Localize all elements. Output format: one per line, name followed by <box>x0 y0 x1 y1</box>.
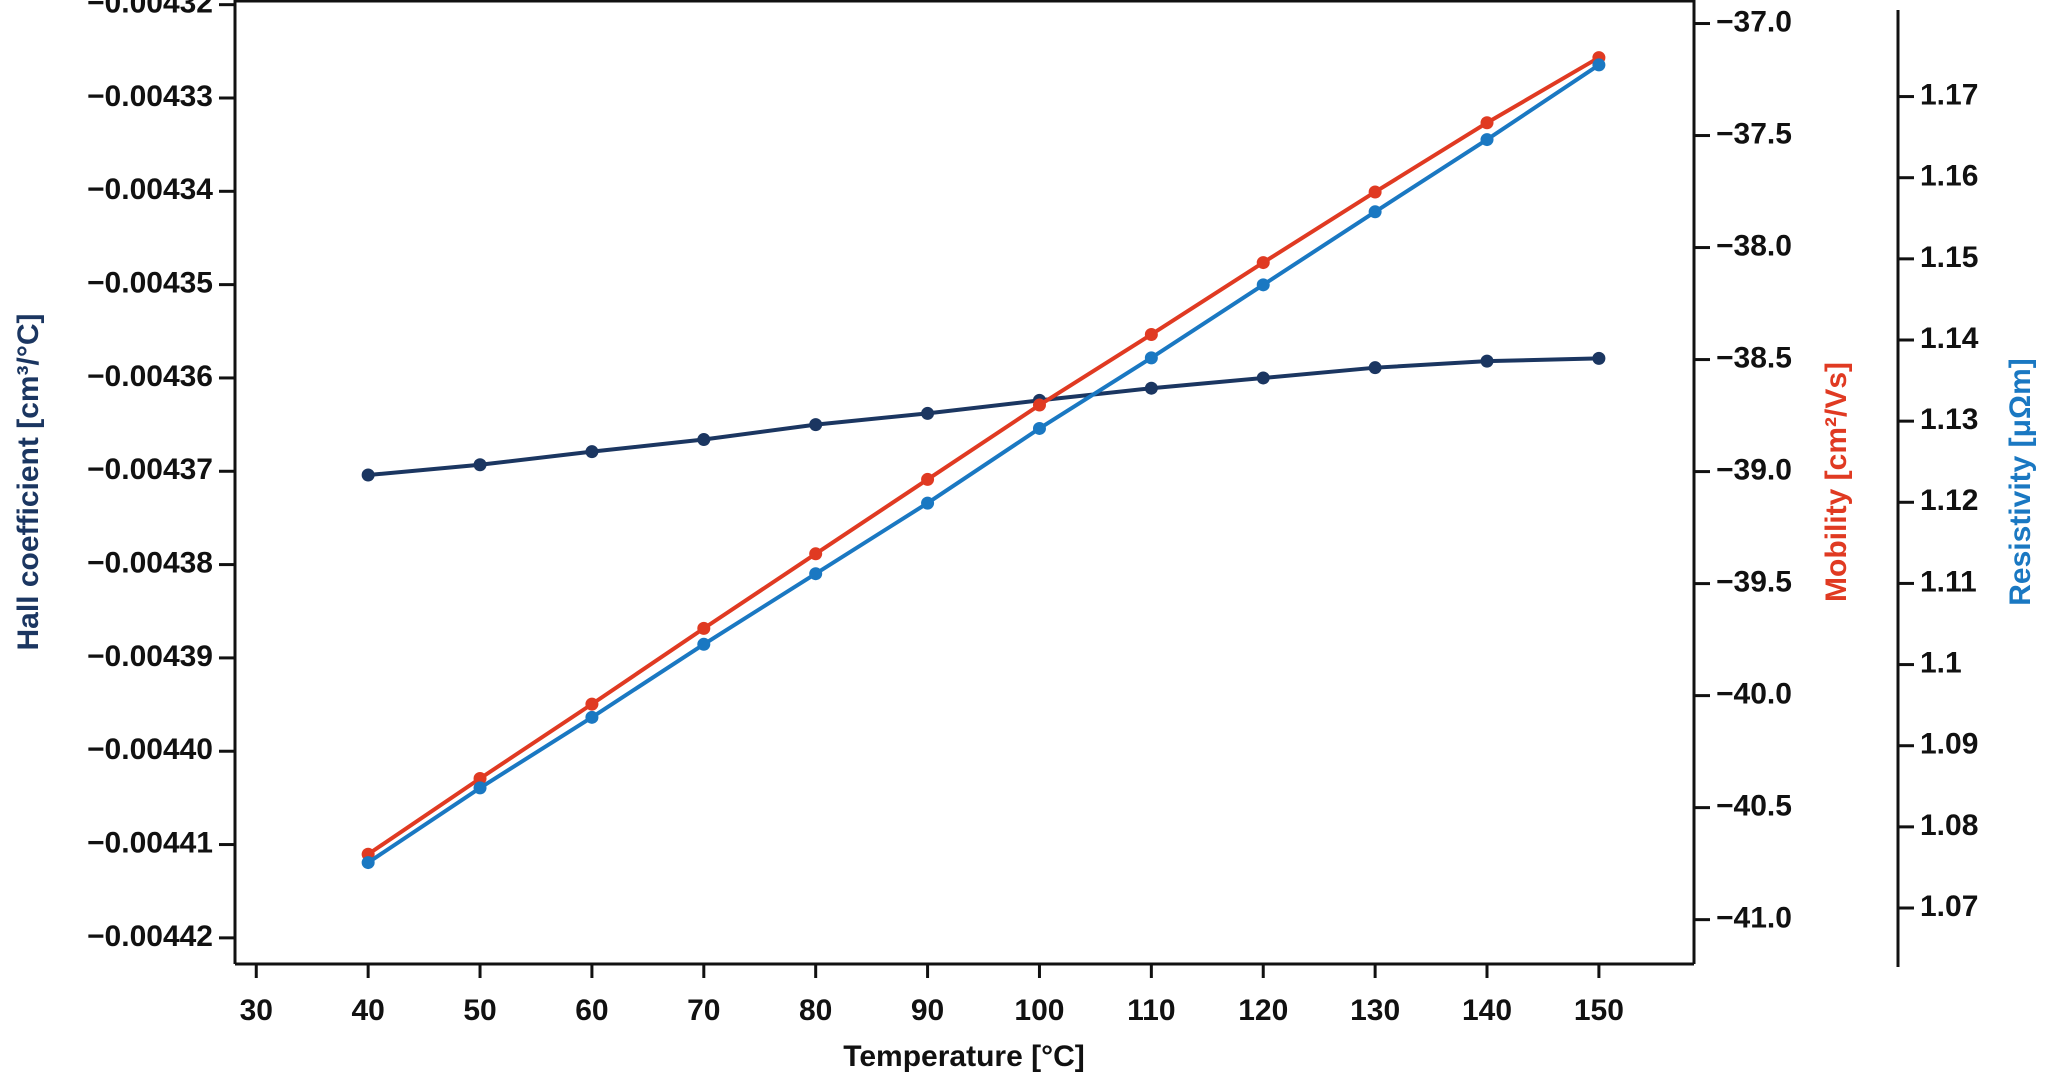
y2-axis-title: Mobility [cm²/Vs] <box>1820 362 1853 602</box>
data-point <box>921 406 935 420</box>
y3-tick-label: 1.14 <box>1920 322 1979 355</box>
y-axis-title: Hall coefficient [cm³/°C] <box>12 313 45 650</box>
data-point <box>1256 278 1270 292</box>
data-point <box>473 772 487 786</box>
data-point <box>1480 133 1494 147</box>
y-tick-label: −0.00438 <box>87 547 213 580</box>
data-point <box>473 781 487 795</box>
y2-tick-label: −39.5 <box>1716 566 1792 599</box>
y3-tick-label: 1.08 <box>1920 809 1978 842</box>
data-point <box>1368 185 1382 199</box>
x-tick-label: 120 <box>1238 994 1288 1027</box>
y2-tick-label: −40.5 <box>1716 790 1792 823</box>
y3-tick-label: 1.11 <box>1920 565 1977 598</box>
data-point <box>809 567 823 581</box>
x-tick-label: 30 <box>240 994 273 1027</box>
data-point <box>697 621 711 635</box>
data-point <box>1256 371 1270 385</box>
x-tick-label: 150 <box>1574 994 1624 1027</box>
x-tick-label: 140 <box>1462 994 1512 1027</box>
data-point <box>473 458 487 472</box>
y3-tick-label: 1.17 <box>1920 78 1978 111</box>
y2-tick-label: −40.0 <box>1716 678 1792 711</box>
y3-tick-label: 1.1 <box>1920 646 1962 679</box>
y-tick-label: −0.00440 <box>87 733 213 766</box>
data-point <box>1144 351 1158 365</box>
y-tick-label: −0.00434 <box>87 173 213 206</box>
y3-tick-label: 1.15 <box>1920 241 1978 274</box>
y-tick-label: −0.00442 <box>87 920 213 953</box>
y3-tick-label: 1.16 <box>1920 160 1978 193</box>
data-point <box>1480 354 1494 368</box>
x-tick-label: 130 <box>1350 994 1400 1027</box>
y-tick-label: −0.00437 <box>87 453 213 486</box>
data-point <box>809 547 823 561</box>
data-point <box>1368 205 1382 219</box>
x-tick-label: 60 <box>575 994 608 1027</box>
data-point <box>1480 116 1494 130</box>
data-point <box>697 637 711 651</box>
data-point <box>1032 421 1046 435</box>
y2-tick-label: −38.0 <box>1716 229 1792 262</box>
y3-axis-title: Resistivity [μΩm] <box>2004 358 2037 605</box>
y3-tick-label: 1.07 <box>1920 890 1978 923</box>
data-point <box>1368 361 1382 375</box>
x-tick-label: 40 <box>351 994 384 1027</box>
data-point <box>361 468 375 482</box>
series-line <box>367 55 1600 856</box>
data-point <box>697 433 711 447</box>
data-point <box>585 445 599 459</box>
data-point <box>1592 58 1606 72</box>
x-tick-label: 110 <box>1127 994 1175 1027</box>
y-tick-label: −0.00441 <box>87 826 213 859</box>
x-axis-title: Temperature [°C] <box>843 1040 1084 1073</box>
x-tick-label: 90 <box>911 994 944 1027</box>
y2-tick-label: −37.0 <box>1716 5 1792 38</box>
data-point <box>1256 256 1270 270</box>
data-point <box>585 710 599 724</box>
y-tick-label: −0.00435 <box>87 267 213 300</box>
data-point <box>1144 381 1158 395</box>
y-tick-label: −0.00436 <box>87 360 213 393</box>
y2-tick-label: −37.5 <box>1716 117 1792 150</box>
y2-tick-label: −39.0 <box>1716 454 1792 487</box>
series-line <box>367 356 1599 477</box>
data-point <box>1144 327 1158 341</box>
x-tick-label: 100 <box>1014 994 1064 1027</box>
x-tick-label: 70 <box>687 994 720 1027</box>
data-point <box>921 496 935 510</box>
x-tick-label: 50 <box>463 994 496 1027</box>
y2-tick-label: −41.0 <box>1716 902 1792 935</box>
y-tick-label: −0.00439 <box>87 640 213 673</box>
y3-tick-label: 1.13 <box>1920 403 1978 436</box>
data-point <box>1032 398 1046 412</box>
data-point <box>921 472 935 486</box>
data-point <box>1592 351 1606 365</box>
data-point <box>809 418 823 432</box>
data-point <box>361 856 375 870</box>
x-tick-label: 80 <box>799 994 832 1027</box>
y2-tick-label: −38.5 <box>1716 341 1792 374</box>
data-point <box>585 697 599 711</box>
y3-tick-label: 1.12 <box>1920 484 1978 517</box>
series-line <box>367 63 1601 865</box>
y-tick-label: −0.00432 <box>87 0 213 20</box>
y3-tick-label: 1.09 <box>1920 728 1978 761</box>
y-tick-label: −0.00433 <box>87 80 213 113</box>
